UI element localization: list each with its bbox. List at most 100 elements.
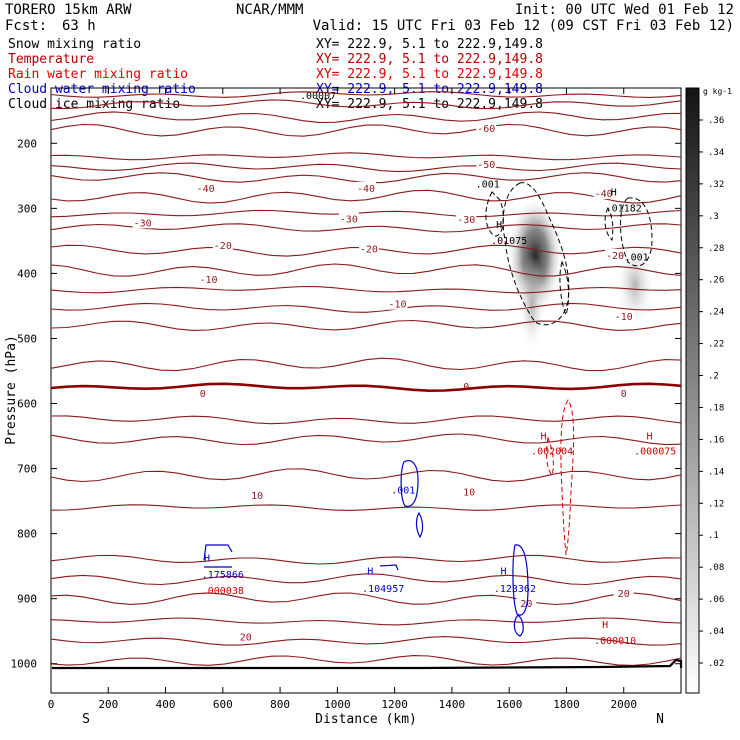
terrain-line: [52, 658, 683, 670]
colorbar-tick-label: .18: [708, 403, 724, 413]
isotherm-label: -40: [197, 184, 215, 195]
cloud-water-contour-7: [513, 614, 524, 637]
colorbar-tick-label: .2: [708, 372, 719, 382]
legend-xy-rain: XY= 222.9, 5.1 to 222.9,149.8: [316, 67, 543, 82]
x-tick-label: 200: [98, 698, 118, 711]
maxima-labels: H .01075 H .01182 .001 .001 H .002004 H .000075 H.…: [202, 180, 677, 648]
legend-label-temperature: Temperature: [8, 52, 94, 67]
isotherm-line: [50, 285, 682, 294]
cloud-water-contour-1: [400, 459, 419, 507]
isotherm-label: -30: [134, 218, 152, 229]
isotherm-label-bg: [358, 242, 379, 255]
y-tick-label: 300: [17, 202, 37, 215]
isotherm-label-bg: [212, 239, 233, 252]
isotherm-label-bg: [593, 187, 614, 200]
colorbar-tick-label: .06: [708, 595, 724, 605]
isotherm-label: -40: [357, 184, 375, 195]
zero-isotherm: [50, 382, 682, 393]
isotherm-line: [50, 263, 682, 277]
isotherm-label-bg: [613, 309, 634, 322]
maximum-value-label: .01182: [606, 204, 642, 215]
legend-xy-cloud-water: XY= 222.9, 5.1 to 222.9,149.8: [316, 82, 543, 97]
y-tick-label: 700: [17, 463, 37, 476]
maximum-value-label: .104957: [362, 584, 404, 595]
ice-contour-3: [559, 260, 570, 317]
ice-contour-4: [604, 206, 614, 241]
fcst-value: 63 h: [62, 18, 96, 34]
colorbar-tick-label: .3: [708, 212, 719, 222]
x-tick-label: 400: [156, 698, 176, 711]
isotherm-label-bg: [195, 181, 216, 194]
maximum-value-label: .001: [391, 485, 415, 496]
snow-tail-main: [518, 255, 546, 355]
y-axis-title: Pressure (hPa): [4, 335, 19, 445]
isotherm-line: [50, 636, 682, 646]
cloud-water-contour-5: [379, 564, 399, 571]
isotherm-label-bg: [192, 386, 213, 399]
isotherm-label-bg: [516, 596, 537, 609]
isotherm-label-bg: [605, 248, 626, 261]
colorbar-ticks: .36 .34 .32 .3 .28 .26 .24 .22 .2 .18 .16 .14 .12 .1.…: [699, 116, 724, 669]
isotherm-label: -20: [360, 244, 378, 255]
isotherm-line: [50, 433, 682, 446]
y-tick-label: 900: [17, 593, 37, 606]
isotherm-label-bg: [198, 272, 219, 285]
isotherm-line: [50, 415, 682, 425]
legend-label-cloud-water: Cloud water mixing ratio: [8, 82, 196, 97]
axes: 0 200 400 600 800 1000 1200 1400 1600 1800 2000200…: [11, 88, 681, 711]
high-marker: H: [500, 567, 506, 578]
x-tick-label: 800: [270, 698, 290, 711]
isotherm-label-bg: [387, 297, 408, 310]
maximum-value-label: .002004: [531, 446, 573, 457]
maximum-value-label: .123362: [494, 584, 536, 595]
maximum-value-label: .000075: [634, 446, 676, 457]
isotherm-line: [50, 209, 682, 218]
plot-frame: [50, 87, 682, 694]
isotherm-line: [50, 655, 682, 666]
isotherm-label: 20: [240, 633, 252, 644]
isotherm-line: [50, 162, 682, 173]
x-tick-label: 1000: [324, 698, 351, 711]
overlap-label: .00007: [300, 91, 336, 102]
isotherm-label: -10: [388, 300, 406, 311]
isotherm-line: [50, 99, 682, 110]
x-tick-label: 1800: [553, 698, 580, 711]
x-axis-title: Distance (km): [315, 712, 417, 727]
isotherm-label: -10: [615, 312, 633, 323]
colorbar-tick-label: .1: [708, 531, 719, 541]
legend-xy-snow: XY= 222.9, 5.1 to 222.9,149.8: [316, 37, 543, 52]
isotherm-label: -60: [477, 124, 495, 135]
rain-contour-1: [560, 399, 575, 556]
isotherm-label-bg: [613, 386, 634, 399]
colorbar-tick-label: .16: [708, 435, 724, 445]
cloud-water-contours: [203, 459, 529, 637]
rain-contours: [546, 399, 575, 556]
x-tick-label: 1600: [496, 698, 523, 711]
ice-contour-2: [502, 182, 570, 326]
x-end-label-right: N: [656, 712, 664, 727]
isotherm-line: [50, 357, 682, 372]
snow-core-north: [615, 240, 655, 330]
isotherm-label: -50: [477, 160, 495, 171]
isotherm-label: -30: [340, 214, 358, 225]
isotherm-line: [50, 592, 682, 606]
isotherm-line: [50, 302, 682, 313]
isotherm-line: [50, 123, 682, 137]
legend-label-rain: Rain water mixing ratio: [8, 67, 188, 82]
isotherm-label: 20: [618, 589, 630, 600]
colorbar-tick-label: .26: [708, 276, 724, 286]
isotherm-line: [50, 91, 682, 98]
isotherm-label: -20: [214, 241, 232, 252]
isotherm-line: [50, 382, 682, 393]
colorbar-tick-label: .32: [708, 180, 724, 190]
isotherm-label: 10: [463, 488, 475, 499]
maximum-value-label: .000010: [594, 636, 636, 647]
colorbar-tick-label: .08: [708, 563, 724, 573]
isotherm-line: [50, 152, 682, 161]
legend-label-snow: Snow mixing ratio: [8, 37, 141, 52]
colorbar-tick-label: .02: [708, 659, 724, 669]
x-tick-label: 1400: [439, 698, 466, 711]
isotherm-line: [50, 319, 682, 331]
colorbar-tick-label: .24: [708, 308, 724, 318]
x-tick-label: 600: [213, 698, 233, 711]
